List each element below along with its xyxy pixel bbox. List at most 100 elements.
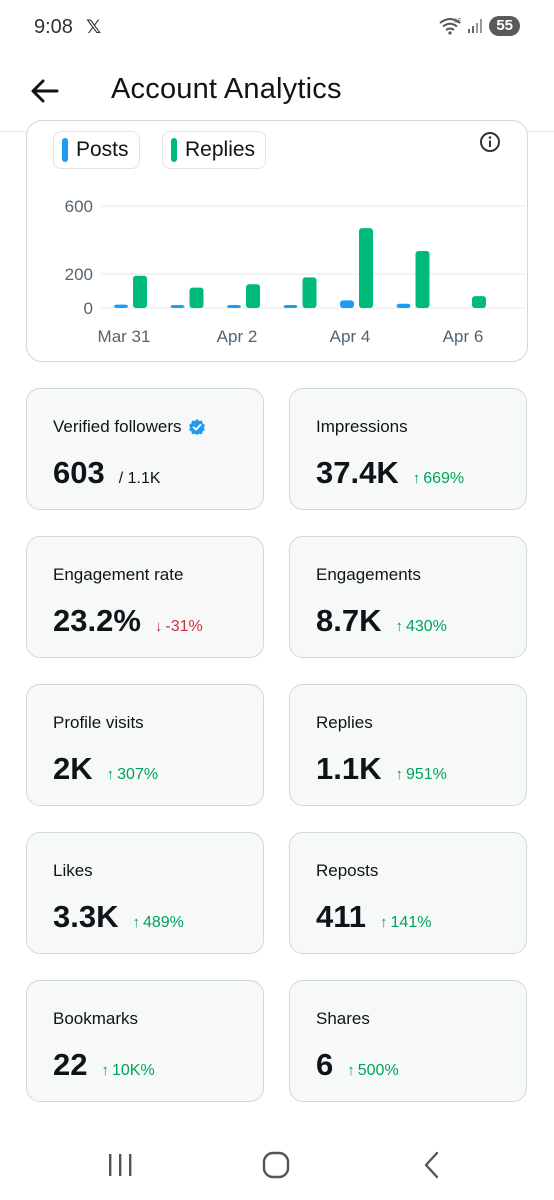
bar-replies [189, 287, 204, 308]
bar-posts [227, 305, 241, 308]
metric-change-value: 307% [117, 766, 159, 783]
legend-replies-label: Replies [185, 138, 256, 161]
home-icon[interactable] [256, 1148, 296, 1182]
metric-value: 3.3K [53, 899, 119, 934]
system-nav-bar [0, 1128, 554, 1200]
x-tick-label: Mar 31 [98, 327, 151, 346]
metric-label: Verified followers [53, 417, 182, 436]
bar-replies [246, 284, 260, 308]
arrow-up-icon: ↑ [395, 618, 403, 635]
arrow-up-icon: ↑ [106, 766, 115, 783]
legend-posts-label: Posts [76, 138, 129, 161]
legend-posts[interactable]: Posts [53, 131, 140, 169]
metric-value-row: 37.4K ↑ 669% [316, 455, 464, 491]
verified-badge-icon [188, 419, 205, 435]
metric-change: ↓ -31% [155, 618, 203, 636]
metric-value: 1.1K [316, 751, 382, 786]
metric-change-value: 951% [405, 766, 447, 783]
metric-value: 603 [53, 455, 105, 490]
metric-change-value: -31% [165, 618, 203, 635]
signal-icon [468, 19, 483, 33]
network-label: 6E [454, 19, 461, 25]
bar-replies [133, 275, 147, 308]
metric-change-value: 489% [142, 914, 184, 931]
bar-posts [283, 305, 298, 308]
status-time: 9:08 [34, 16, 73, 38]
metric-card-likes[interactable]: Likes 3.3K ↑ 489% [26, 832, 264, 954]
status-icons: 6E 55 [439, 16, 520, 36]
metric-label: Replies [316, 713, 373, 732]
metric-value: 2K [53, 751, 93, 786]
metric-card-engagement-rate[interactable]: Engagement rate 23.2% ↓ -31% [26, 536, 264, 658]
battery-indicator: 55 [489, 16, 520, 36]
status-bar: 9:08 𝕏 6E 55 [0, 0, 554, 56]
metric-change: ↑ 500% [347, 1062, 398, 1080]
metric-value-row: 1.1K ↑ 951% [316, 751, 447, 787]
arrow-up-icon: ↑ [347, 1062, 355, 1079]
metric-label: Shares [316, 1009, 370, 1028]
legend-replies-swatch [171, 138, 177, 162]
metric-card-shares[interactable]: Shares 6 ↑ 500% [289, 980, 527, 1102]
metric-card-replies[interactable]: Replies 1.1K ↑ 951% [289, 684, 527, 806]
metric-change: ↑ 951% [395, 766, 446, 784]
arrow-up-icon: ↑ [412, 470, 421, 487]
legend-posts-swatch [62, 138, 68, 162]
bar-replies [415, 251, 430, 308]
metric-value-row: 2K ↑ 307% [53, 751, 158, 787]
metric-change-value: 430% [405, 618, 447, 635]
wifi-icon: 6E [439, 18, 461, 35]
recents-icon[interactable] [100, 1148, 140, 1182]
metric-card-impressions[interactable]: Impressions 37.4K ↑ 669% [289, 388, 527, 510]
metric-change: ↑ 141% [380, 914, 431, 932]
metric-change-value: 669% [423, 470, 465, 487]
metric-value-row: 8.7K ↑ 430% [316, 603, 447, 639]
x-tick-label: Apr 2 [217, 327, 258, 346]
info-icon[interactable] [479, 131, 501, 153]
bar-posts [340, 300, 354, 308]
metric-label: Likes [53, 861, 93, 880]
bar-posts [396, 303, 411, 308]
arrow-up-icon: ↑ [395, 766, 403, 783]
legend-replies[interactable]: Replies [162, 131, 267, 169]
metric-total: / 1.1K [118, 470, 161, 487]
x-logo-icon: 𝕏 [86, 17, 102, 38]
metric-label: Impressions [316, 417, 408, 436]
metric-value-row: 23.2% ↓ -31% [53, 603, 203, 639]
bar-replies [302, 277, 317, 308]
metric-value: 23.2% [53, 603, 141, 638]
arrow-up-icon: ↑ [380, 914, 388, 931]
metric-card-profile-visits[interactable]: Profile visits 2K ↑ 307% [26, 684, 264, 806]
metric-label-row: Verified followers [53, 417, 206, 437]
metric-card-bookmarks[interactable]: Bookmarks 22 ↑ 10K% [26, 980, 264, 1102]
metric-value: 411 [316, 899, 367, 934]
metric-change-value: 10K% [111, 1062, 155, 1079]
metric-card-engagements[interactable]: Engagements 8.7K ↑ 430% [289, 536, 527, 658]
metric-value: 6 [316, 1047, 334, 1082]
chart-card: 600 200 0 Mar 31 Apr 2 Apr 4 Apr 6 Posts Repli… [26, 120, 528, 362]
metric-change: ↑ 489% [132, 914, 183, 932]
x-tick-label: Apr 4 [330, 327, 371, 346]
metric-change: ↑ 10K% [101, 1062, 154, 1080]
metric-change: ↑ 669% [413, 470, 464, 488]
back-icon[interactable] [412, 1148, 452, 1182]
metric-value-row: 22 ↑ 10K% [53, 1047, 155, 1083]
bar-replies [359, 228, 373, 308]
y-tick-label: 0 [84, 299, 93, 318]
metric-value-row: 3.3K ↑ 489% [53, 899, 184, 935]
bar-posts [114, 304, 128, 308]
arrow-down-icon: ↓ [154, 618, 163, 635]
metric-card-verified-followers[interactable]: Verified followers 603 / 1.1K [26, 388, 264, 510]
arrow-up-icon: ↑ [132, 914, 140, 931]
bar-chart: 600 200 0 Mar 31 Apr 2 Apr 4 Apr 6 [65, 197, 525, 346]
back-arrow-icon[interactable] [28, 74, 62, 108]
metric-value-row: 603 / 1.1K [53, 455, 161, 491]
metric-value-row: 6 ↑ 500% [316, 1047, 399, 1083]
metric-value: 37.4K [316, 455, 399, 490]
metric-change-value: 141% [390, 914, 432, 931]
metric-card-reposts[interactable]: Reposts 411 ↑ 141% [289, 832, 527, 954]
metric-label: Engagements [316, 565, 421, 584]
metric-value: 8.7K [316, 603, 382, 638]
arrow-up-icon: ↑ [101, 1062, 109, 1079]
metric-change: ↑ 430% [395, 618, 446, 636]
metric-change: ↑ 307% [107, 766, 158, 784]
